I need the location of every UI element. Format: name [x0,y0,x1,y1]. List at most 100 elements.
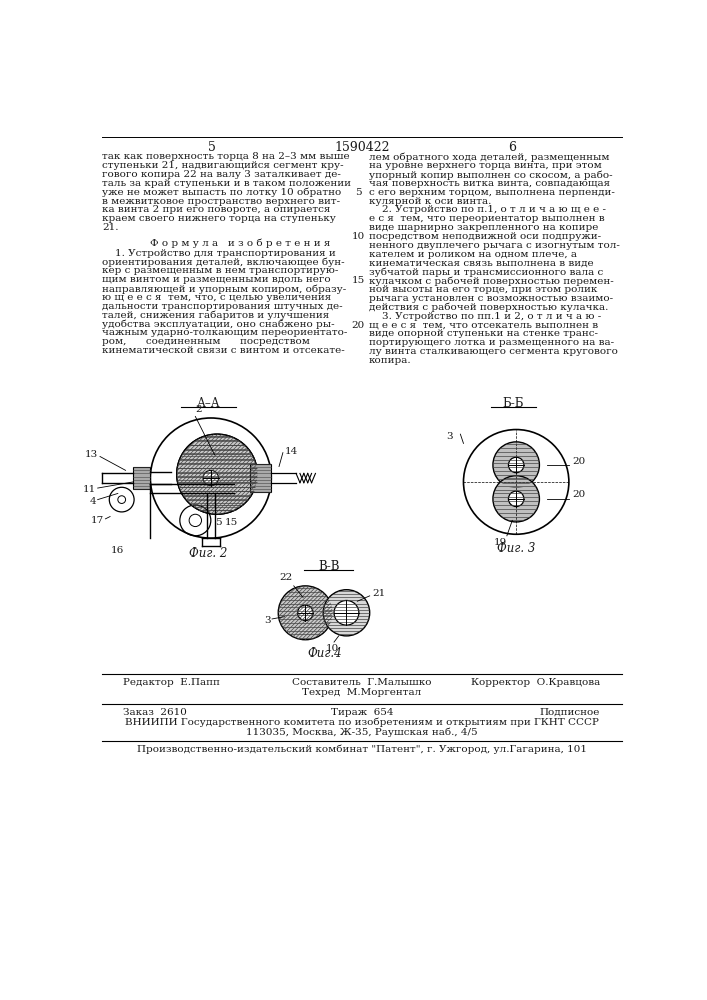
Circle shape [177,434,257,514]
Text: щ е е с я  тем, что отсекатель выполнен в: щ е е с я тем, что отсекатель выполнен в [369,321,598,330]
Text: виде опорной ступеньки на стенке транс-: виде опорной ступеньки на стенке транс- [369,329,598,338]
Text: 20: 20 [351,321,365,330]
Text: ром,      соединенным      посредством: ром, соединенным посредством [103,337,310,346]
Circle shape [279,586,332,640]
Text: кулярной к оси винта.: кулярной к оси винта. [369,197,491,206]
Text: с его верхним торцом, выполнена перпенди-: с его верхним торцом, выполнена перпенди… [369,188,615,197]
Text: 113035, Москва, Ж-35, Раушская наб., 4/5: 113035, Москва, Ж-35, Раушская наб., 4/5 [246,728,478,737]
Text: копира.: копира. [369,356,411,365]
Text: удобства эксплуатации, оно снабжено ры-: удобства эксплуатации, оно снабжено ры- [103,319,335,329]
Text: посредством неподвижной оси подпружи-: посредством неподвижной оси подпружи- [369,232,601,241]
Text: ступеньки 21, надвигающийся сегмент кру-: ступеньки 21, надвигающийся сегмент кру- [103,161,344,170]
Text: кинематической связи с винтом и отсекате-: кинематической связи с винтом и отсекате… [103,346,345,355]
Text: Производственно-издательский комбинат "Патент", г. Ужгород, ул.Гагарина, 101: Производственно-издательский комбинат "П… [137,744,587,754]
Circle shape [298,605,313,620]
Text: 3. Устройство по пп.1 и 2, о т л и ч а ю -: 3. Устройство по пп.1 и 2, о т л и ч а ю… [369,312,601,321]
Text: упорный копир выполнен со скосом, а рабо-: упорный копир выполнен со скосом, а рабо… [369,170,612,180]
Text: щим винтом и размещенными вдоль него: щим винтом и размещенными вдоль него [103,275,331,284]
Text: гового копира 22 на валу 3 заталкивает де-: гового копира 22 на валу 3 заталкивает д… [103,170,341,179]
Text: портирующего лотка и размещенного на ва-: портирующего лотка и размещенного на ва- [369,338,614,347]
Text: 20: 20 [573,457,586,466]
Text: действия с рабочей поверхностью кулачка.: действия с рабочей поверхностью кулачка. [369,303,608,312]
Text: талей, снижения габаритов и улучшения: талей, снижения габаритов и улучшения [103,311,329,320]
Text: Редактор  Е.Папп: Редактор Е.Папп [123,678,220,687]
Text: так как поверхность торца 8 на 2–3 мм выше: так как поверхность торца 8 на 2–3 мм вы… [103,152,350,161]
Text: Составитель  Г.Малышко: Составитель Г.Малышко [292,678,432,687]
Text: 11: 11 [83,485,96,494]
Text: 3: 3 [264,616,271,625]
Text: 15: 15 [351,276,365,285]
Text: 10: 10 [351,232,365,241]
Text: е с я  тем, что переориентатор выполнен в: е с я тем, что переориентатор выполнен в [369,214,604,223]
Text: в межвитковое пространство верхнего вит-: в межвитковое пространство верхнего вит- [103,197,341,206]
Text: Б-Б: Б-Б [503,397,524,410]
Text: 5: 5 [209,141,216,154]
Text: кинематическая связь выполнена в виде: кинематическая связь выполнена в виде [369,259,594,268]
Text: зубчатой пары и трансмиссионного вала с: зубчатой пары и трансмиссионного вала с [369,267,603,277]
Text: Фиг.4: Фиг.4 [308,647,342,660]
Text: 6: 6 [508,141,516,154]
Text: 19: 19 [494,538,508,547]
Text: А–А: А–А [197,397,221,410]
Circle shape [203,470,218,486]
Text: рычага установлен с возможностью взаимо-: рычага установлен с возможностью взаимо- [369,294,613,303]
Text: 21: 21 [372,589,385,598]
Circle shape [508,491,524,507]
Text: Заказ  2610: Заказ 2610 [123,708,187,717]
Text: дальности транспортирования штучных де-: дальности транспортирования штучных де- [103,302,343,311]
Text: 3: 3 [446,432,453,441]
Circle shape [323,590,370,636]
Text: кер с размещенным в нем транспортирую-: кер с размещенным в нем транспортирую- [103,266,339,275]
Text: Фиг. 3: Фиг. 3 [497,542,535,555]
Circle shape [177,434,257,514]
Text: 1. Устройство для транспортирования и: 1. Устройство для транспортирования и [103,249,336,258]
Text: Тираж  654: Тираж 654 [331,708,393,717]
Text: на уровне верхнего торца винта, при этом: на уровне верхнего торца винта, при этом [369,161,602,170]
Text: 4: 4 [90,497,96,506]
Text: 21.: 21. [103,223,119,232]
Circle shape [508,457,524,473]
Circle shape [334,600,359,625]
Text: ю щ е е с я  тем, что, с целью увеличения: ю щ е е с я тем, что, с целью увеличения [103,293,332,302]
Text: 1590422: 1590422 [334,141,390,154]
Text: 15: 15 [225,518,238,527]
Circle shape [493,442,539,488]
Text: 10: 10 [326,644,339,653]
Text: ориентирования деталей, включающее бун-: ориентирования деталей, включающее бун- [103,257,345,267]
Text: 13: 13 [86,450,98,459]
Text: уже не может выпасть по лотку 10 обратно: уже не может выпасть по лотку 10 обратно [103,188,341,197]
Text: Корректор  О.Кравцова: Корректор О.Кравцова [471,678,600,687]
Text: виде шарнирно закрепленного на копире: виде шарнирно закрепленного на копире [369,223,598,232]
Circle shape [493,476,539,522]
Text: Подписное: Подписное [539,708,600,717]
Text: чажным ударно-толкающим переориентато-: чажным ударно-толкающим переориентато- [103,328,348,337]
Text: направляющей и упорным копиром, образу-: направляющей и упорным копиром, образу- [103,284,346,294]
Text: ненного двуплечего рычага с изогнутым тол-: ненного двуплечего рычага с изогнутым то… [369,241,620,250]
Text: Фиг. 2: Фиг. 2 [189,547,228,560]
Text: краем своего нижнего торца на ступеньку: краем своего нижнего торца на ступеньку [103,214,337,223]
Text: В-В: В-В [318,560,339,573]
Text: Техред  М.Моргентал: Техред М.Моргентал [303,688,421,697]
Text: 5: 5 [355,188,361,197]
Text: 22: 22 [279,573,293,582]
Text: чая поверхность витка винта, совпадающая: чая поверхность витка винта, совпадающая [369,179,610,188]
Text: Ф о р м у л а   и з о б р е т е н и я: Ф о р м у л а и з о б р е т е н и я [151,238,331,248]
Text: лу винта сталкивающего сегмента кругового: лу винта сталкивающего сегмента круговог… [369,347,618,356]
Text: 16: 16 [111,546,124,555]
Text: 17: 17 [90,516,104,525]
Text: 20: 20 [573,490,586,499]
Text: 2: 2 [195,405,201,414]
Text: ВНИИПИ Государственного комитета по изобретениям и открытиям при ГКНТ СССР: ВНИИПИ Государственного комитета по изоб… [125,718,599,727]
Text: кателем и роликом на одном плече, а: кателем и роликом на одном плече, а [369,250,577,259]
Circle shape [151,418,271,538]
Bar [134,467,151,489]
Text: ной высоты на его торце, при этом ролик: ной высоты на его торце, при этом ролик [369,285,597,294]
Text: 14: 14 [284,447,298,456]
Text: 2. Устройство по п.1, о т л и ч а ю щ е е -: 2. Устройство по п.1, о т л и ч а ю щ е … [369,205,606,214]
Text: кулачком с рабочей поверхностью перемен-: кулачком с рабочей поверхностью перемен- [369,276,614,286]
Text: таль за край ступеньки и в таком положении: таль за край ступеньки и в таком положен… [103,179,351,188]
Text: 5: 5 [215,518,221,527]
Circle shape [464,430,569,534]
Bar [250,464,271,492]
Text: лем обратного хода деталей, размещенным: лем обратного хода деталей, размещенным [369,152,609,162]
